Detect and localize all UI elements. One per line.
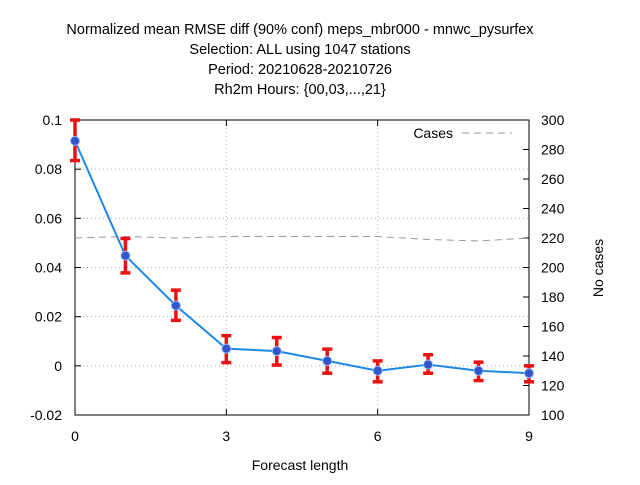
y2-tick-label: 140 — [541, 348, 565, 364]
data-point — [473, 365, 484, 376]
title-line-4: Rh2m Hours: {00,03,...,21} — [214, 82, 386, 98]
y-tick-label: 0.04 — [35, 260, 62, 276]
title-line-3: Period: 20210628-20210726 — [208, 62, 392, 78]
cases-line — [74, 236, 530, 242]
y-tick-label: -0.02 — [30, 407, 62, 423]
y-tick-label: 0 — [54, 358, 62, 374]
legend-label-cases: Cases — [413, 125, 453, 141]
x-tick-label: 9 — [525, 428, 533, 444]
title-line-2: Selection: ALL using 1047 stations — [189, 42, 410, 58]
y2-tick-label: 280 — [541, 142, 565, 158]
data-point — [372, 365, 383, 376]
x-tick-label: 3 — [222, 428, 230, 444]
y2-tick-label: 200 — [541, 260, 565, 276]
y2-axis-label: No cases — [590, 239, 606, 297]
x-axis-label: Forecast length — [252, 457, 349, 473]
y2-tick-label: 160 — [541, 319, 565, 335]
data-point — [524, 368, 534, 379]
rmse-diff-line — [74, 140, 530, 375]
y-tick-label: 0.08 — [35, 161, 62, 177]
y-tick-label: 0.1 — [43, 112, 63, 128]
data-point — [120, 250, 131, 261]
data-point — [322, 355, 333, 366]
data-point — [221, 343, 232, 354]
y2-tick-label: 260 — [541, 171, 565, 187]
y2-tick-label: 120 — [541, 378, 565, 394]
data-point — [170, 300, 181, 311]
y2-tick-label: 180 — [541, 289, 565, 305]
y2-tick-label: 240 — [541, 201, 565, 217]
title-line-1: Normalized mean RMSE diff (90% conf) mep… — [66, 22, 534, 38]
y-tick-label: 0.06 — [35, 210, 62, 226]
series-layer — [70, 118, 534, 384]
y-tick-label: 0.02 — [35, 309, 62, 325]
axis-ticks: -0.02 0 0.02 0.04 0.06 0.08 0.1 0 3 6 9 100 120 140 16… — [30, 112, 564, 444]
y2-tick-label: 220 — [541, 230, 565, 246]
legend: Cases — [413, 125, 512, 141]
data-point — [70, 135, 80, 146]
x-tick-label: 0 — [71, 428, 79, 444]
x-tick-label: 6 — [374, 428, 382, 444]
data-point — [271, 346, 282, 357]
gridlines — [75, 120, 529, 415]
data-point — [423, 359, 434, 370]
chart-title: Normalized mean RMSE diff (90% conf) mep… — [66, 22, 534, 98]
y2-tick-label: 100 — [541, 407, 565, 423]
y2-tick-label: 300 — [541, 112, 565, 128]
